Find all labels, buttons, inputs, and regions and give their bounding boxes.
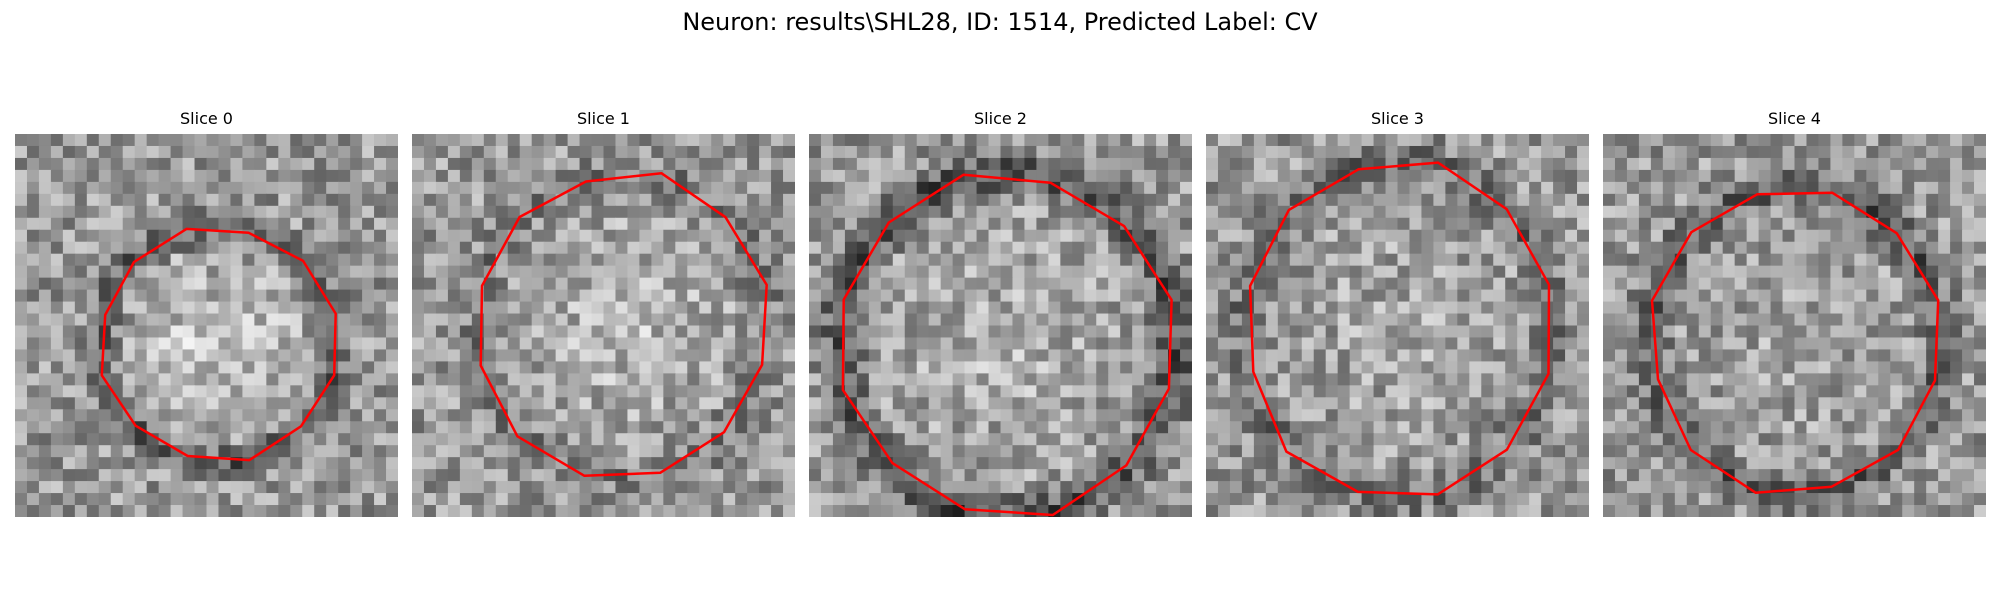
- slice-panel-4: Slice 4: [1603, 108, 1986, 517]
- slice-panel-0: Slice 0: [15, 108, 398, 517]
- slice-image-4: [1603, 134, 1986, 517]
- segmentation-contour-4: [1650, 191, 1940, 495]
- figure-title: Neuron: results\SHL28, ID: 1514, Predict…: [682, 8, 1318, 36]
- slice-title-3: Slice 3: [1371, 109, 1424, 128]
- slice-panel-2: Slice 2: [809, 108, 1192, 517]
- slice-panel-1: Slice 1: [412, 108, 795, 517]
- slice-panel-3: Slice 3: [1206, 108, 1589, 517]
- segmentation-contour-0: [100, 227, 337, 462]
- slice-image-3: [1206, 134, 1589, 517]
- segmentation-contour-1: [479, 171, 768, 478]
- slice-image-1: [412, 134, 795, 517]
- slice-title-0: Slice 0: [180, 109, 233, 128]
- segmentation-contour-3: [1248, 161, 1551, 496]
- slice-image-2: [809, 134, 1192, 517]
- segmentation-contour-2: [841, 173, 1173, 517]
- slice-title-4: Slice 4: [1768, 109, 1821, 128]
- slice-title-1: Slice 1: [577, 109, 630, 128]
- slice-title-2: Slice 2: [974, 109, 1027, 128]
- slice-image-0: [15, 134, 398, 517]
